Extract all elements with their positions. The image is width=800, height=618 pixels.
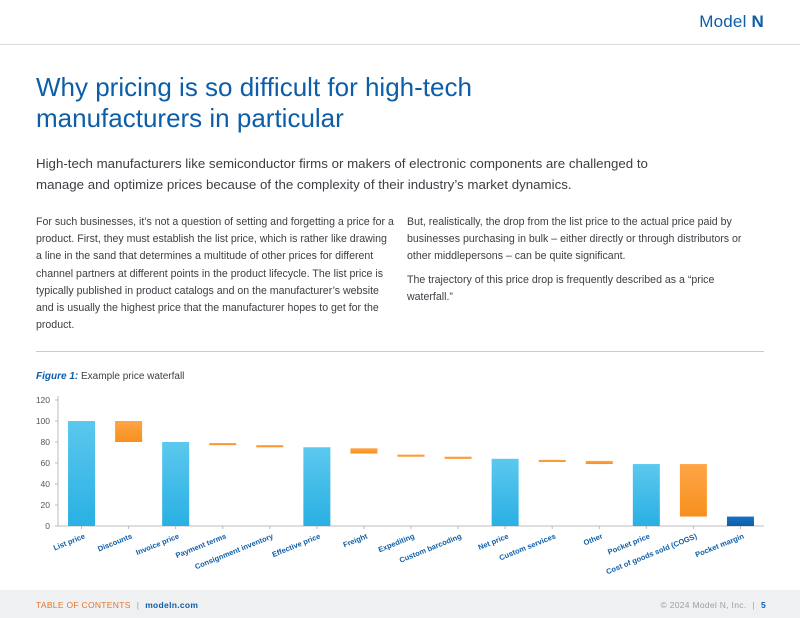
brand-mark: N [751, 12, 764, 31]
table-of-contents-link[interactable]: TABLE OF CONTENTS [36, 600, 131, 610]
x-tick-label: Effective price [271, 532, 322, 560]
waterfall-bar [303, 447, 331, 526]
waterfall-bar [632, 464, 660, 526]
x-tick-label: Pocket margin [694, 531, 746, 559]
intro-paragraph: High-tech manufacturers like semiconduct… [36, 156, 648, 192]
copyright-text: © 2024 Model N, Inc. [660, 600, 747, 610]
footer: TABLE OF CONTENTS | modeln.com © 2024 Mode… [0, 590, 800, 618]
waterfall-bar [397, 454, 425, 457]
waterfall-bar [350, 448, 378, 454]
footer-separator-2: | [752, 600, 755, 610]
right-paragraph-2: The trajectory of this price drop is fre… [407, 273, 715, 303]
waterfall-bar [68, 421, 96, 526]
waterfall-bar [679, 464, 707, 517]
y-tick-label: 100 [36, 416, 50, 426]
header-divider [0, 44, 800, 45]
waterfall-bar [256, 445, 284, 448]
price-waterfall-chart: 0 20 40 60 80 100 120 List price Discounts Invoic… [36, 395, 764, 576]
page-title: Why pricing is so difficult for high-tec… [36, 72, 472, 133]
waterfall-bar [209, 443, 237, 446]
right-paragraph-1: But, realistically, the drop from the li… [407, 216, 742, 263]
right-column: But, realistically, the drop from the li… [407, 214, 763, 312]
y-tick-label: 80 [41, 437, 51, 447]
brand-logo: Model N [699, 12, 764, 32]
left-column: For such businesses, it’s not a question… [36, 214, 394, 340]
waterfall-bar [538, 459, 566, 462]
x-tick-label: Discounts [96, 532, 133, 554]
x-tick-label: List price [52, 532, 86, 553]
waterfall-bar [444, 456, 472, 459]
brand-text: Model [699, 12, 747, 31]
footer-right: © 2024 Model N, Inc. | 5 [660, 600, 766, 610]
waterfall-bar [162, 442, 190, 526]
waterfall-bar [115, 421, 143, 442]
waterfall-bar [726, 516, 754, 526]
website-link[interactable]: modeln.com [145, 600, 199, 610]
left-paragraph: For such businesses, it’s not a question… [36, 216, 394, 332]
y-tick-label: 20 [41, 500, 51, 510]
x-tick-label: Freight [342, 531, 369, 549]
x-tick-label: Net price [477, 532, 510, 552]
page-number: 5 [760, 600, 766, 610]
x-tick-label: Consignment inventory [194, 531, 276, 571]
section-divider [36, 351, 764, 352]
y-tick-label: 120 [36, 395, 50, 405]
x-tick-label: Cost of goods sold (COGS) [605, 531, 699, 576]
y-tick-label: 40 [41, 479, 51, 489]
footer-separator: | [136, 600, 140, 610]
x-tick-label: Invoice price [135, 532, 181, 558]
figure-caption: Figure 1: Example price waterfall [36, 371, 184, 382]
x-tick-label: Other [582, 531, 604, 547]
figure-caption-text: Example price waterfall [81, 371, 185, 382]
waterfall-bar [585, 460, 613, 465]
waterfall-bar [491, 458, 519, 526]
footer-left: TABLE OF CONTENTS | modeln.com [36, 600, 198, 610]
y-tick-label: 0 [45, 521, 50, 531]
figure-label: Figure 1: [36, 371, 79, 382]
y-tick-label: 60 [41, 458, 51, 468]
